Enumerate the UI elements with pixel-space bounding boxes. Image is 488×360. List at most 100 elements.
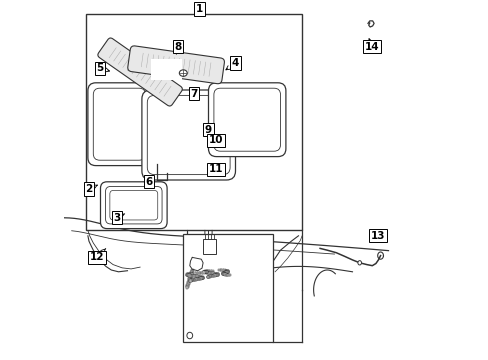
Bar <box>223 273 226 275</box>
Polygon shape <box>189 257 203 271</box>
Bar <box>222 272 224 274</box>
Bar <box>189 279 192 282</box>
Bar <box>223 272 225 274</box>
Bar <box>189 273 192 275</box>
FancyBboxPatch shape <box>127 46 224 84</box>
Bar <box>221 269 224 271</box>
Text: 4: 4 <box>225 58 239 70</box>
Bar <box>225 274 228 276</box>
Bar <box>215 273 218 275</box>
Bar <box>226 271 229 273</box>
Bar <box>216 273 219 275</box>
Bar <box>189 279 192 282</box>
Bar <box>213 273 216 275</box>
Bar <box>212 275 215 277</box>
Bar <box>186 273 189 275</box>
Bar <box>201 276 203 279</box>
Bar <box>203 270 206 273</box>
Bar <box>225 270 228 273</box>
Bar <box>224 271 226 274</box>
Bar <box>214 274 217 276</box>
Bar <box>224 270 227 272</box>
Bar <box>204 271 207 274</box>
Bar <box>208 270 211 272</box>
Bar <box>188 275 191 278</box>
Ellipse shape <box>357 261 361 265</box>
Bar <box>214 273 217 275</box>
Text: 2: 2 <box>85 184 97 194</box>
Bar <box>206 272 209 274</box>
Bar <box>200 272 203 274</box>
Bar <box>186 282 189 284</box>
Bar <box>222 273 224 275</box>
FancyBboxPatch shape <box>142 90 235 180</box>
Bar <box>194 275 197 278</box>
Text: 13: 13 <box>370 231 384 241</box>
Bar <box>200 277 203 279</box>
Bar <box>196 272 199 274</box>
Bar <box>206 276 209 278</box>
Bar <box>198 276 201 278</box>
Bar <box>190 272 192 274</box>
Bar <box>227 274 230 276</box>
Bar <box>209 275 212 277</box>
Bar <box>205 271 208 273</box>
Bar <box>223 272 226 274</box>
Bar <box>190 279 193 281</box>
Bar <box>219 269 222 271</box>
Bar <box>205 271 208 274</box>
Bar <box>185 274 188 276</box>
Bar <box>203 271 205 274</box>
Bar <box>189 274 192 276</box>
Bar <box>188 273 191 275</box>
Bar <box>187 273 190 275</box>
Bar <box>218 269 220 271</box>
Bar <box>203 271 205 273</box>
Bar <box>214 274 217 276</box>
Bar <box>190 270 193 272</box>
Bar <box>215 273 218 275</box>
Bar <box>86 14 302 230</box>
Bar <box>183 234 273 342</box>
Bar <box>205 270 208 272</box>
Bar <box>187 281 190 283</box>
Bar <box>216 274 219 276</box>
Bar <box>188 276 191 279</box>
Bar <box>212 273 215 275</box>
Bar <box>190 275 193 277</box>
Bar <box>190 271 193 273</box>
Bar <box>191 273 194 275</box>
Bar <box>199 278 202 280</box>
Bar <box>224 274 227 276</box>
Bar <box>191 279 194 281</box>
Bar <box>197 278 200 280</box>
Text: 5: 5 <box>96 63 109 73</box>
Bar <box>204 270 207 273</box>
Bar <box>208 275 211 277</box>
Bar <box>200 276 203 278</box>
Bar <box>204 271 207 273</box>
Bar <box>188 277 191 279</box>
FancyBboxPatch shape <box>208 83 285 157</box>
Bar <box>209 272 212 274</box>
Bar <box>204 271 206 273</box>
Bar <box>206 276 209 278</box>
Text: 12: 12 <box>89 248 105 262</box>
Bar <box>190 269 193 271</box>
Bar <box>198 272 201 274</box>
Bar <box>189 274 192 276</box>
Bar <box>206 276 209 278</box>
Bar <box>185 287 188 289</box>
Text: 9: 9 <box>204 125 212 136</box>
Bar <box>196 275 199 278</box>
Bar <box>185 285 188 288</box>
Bar <box>222 273 224 275</box>
Bar <box>199 277 202 279</box>
Bar <box>211 275 214 277</box>
Bar <box>189 280 192 282</box>
Bar <box>192 279 195 281</box>
Bar <box>225 271 228 273</box>
Text: 11: 11 <box>208 164 223 174</box>
Bar <box>186 274 189 276</box>
Bar <box>224 271 227 274</box>
